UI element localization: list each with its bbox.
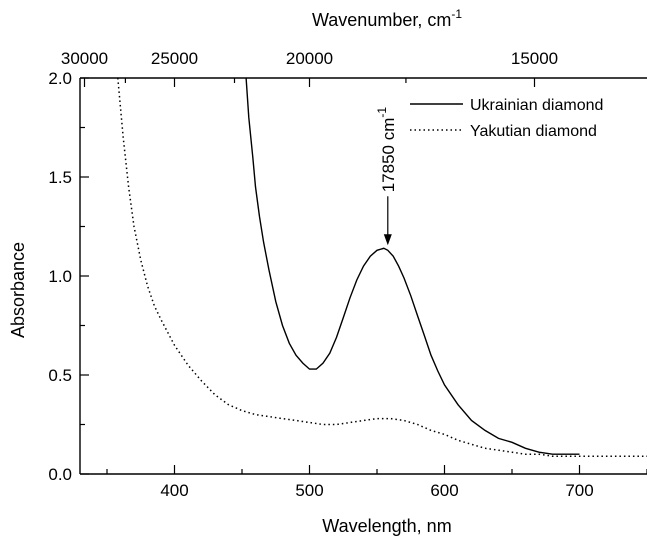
peak-annotation-main: 17850 cm (379, 118, 398, 193)
peak-annotation-sup: -1 (375, 107, 389, 118)
y-tick-label: 1.5 (48, 168, 72, 187)
x-axis-title: Wavelength, nm (322, 516, 451, 536)
y-axis-title: Absorbance (8, 242, 28, 338)
x-tick-label: 600 (430, 481, 458, 500)
x2-tick-label: 15000 (511, 49, 558, 68)
top-axis-title-sup: -1 (451, 7, 462, 21)
y-tick-label: 1.0 (48, 267, 72, 286)
top-axis-title: Wavenumber, cm-1 (312, 7, 462, 30)
legend: Ukrainian diamond Yakutian diamond (410, 97, 603, 140)
y-tick-label: 0.5 (48, 366, 72, 385)
y-tick-label: 2.0 (48, 69, 72, 88)
peak-arrow-head (383, 234, 392, 246)
y-tick-label: 0.0 (48, 465, 72, 484)
x-tick-label: 700 (565, 481, 593, 500)
series-line-1 (245, 78, 580, 455)
top-axis-title-main: Wavenumber, cm (312, 10, 451, 30)
peak-annotation-label: 17850 cm-1 (375, 107, 398, 193)
legend-label-1: Ukrainian diamond (470, 97, 603, 114)
x-tick-label: 400 (160, 481, 188, 500)
series-line-2 (117, 78, 647, 457)
x-tick-label: 500 (295, 481, 323, 500)
legend-label-2: Yakutian diamond (470, 123, 597, 140)
series-lines (117, 78, 647, 457)
x2-tick-label: 25000 (151, 49, 198, 68)
axis-ticks (80, 77, 647, 475)
annotations: 17850 cm-1 (375, 107, 398, 246)
x2-tick-label: 30000 (61, 49, 108, 68)
x2-tick-label: 20000 (286, 49, 333, 68)
